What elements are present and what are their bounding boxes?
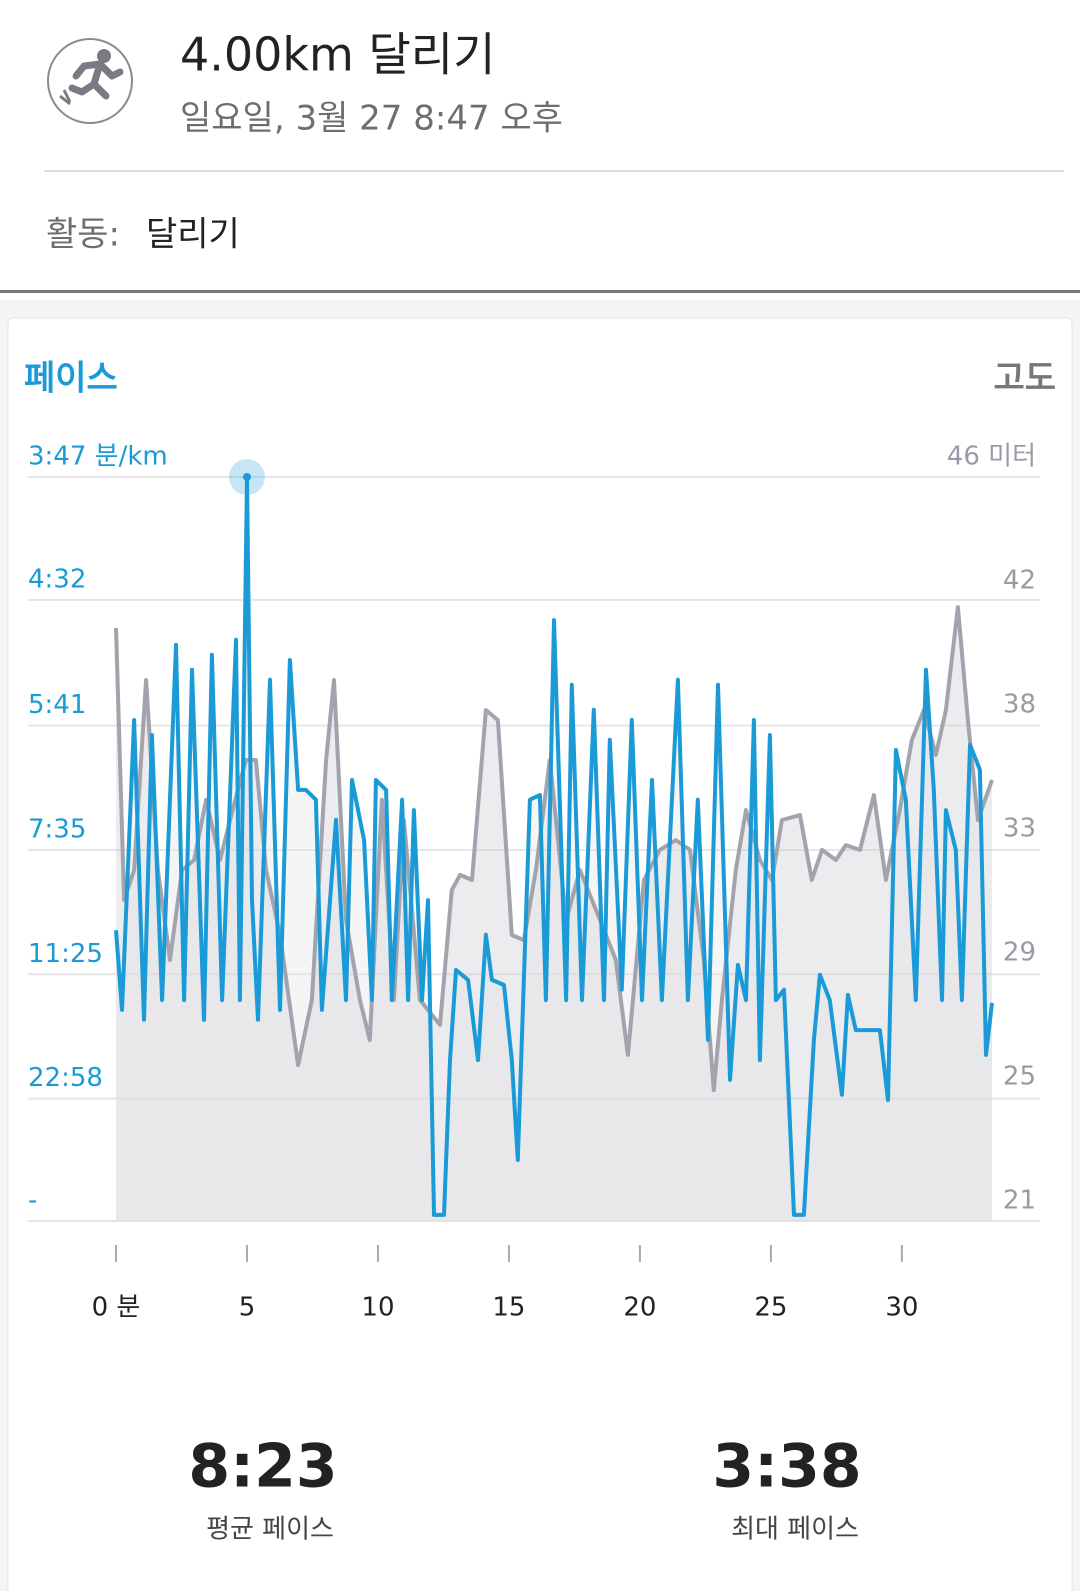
- max-point: [242, 473, 251, 481]
- y-tick-label: 22:58: [28, 1063, 103, 1093]
- chart-card: [7, 317, 1073, 1591]
- area: [116, 477, 992, 1221]
- y2-tick-label: 33: [1003, 814, 1036, 844]
- stat-label: 최대 페이스: [731, 1515, 859, 1545]
- stat-label: 평균 페이스: [206, 1515, 334, 1545]
- x-tick-label: 10: [361, 1293, 394, 1323]
- activity-label: 활동:: [46, 215, 120, 255]
- plot: 3:47 분/km 4:32 5:41 7:35 11:25 22:58 - 46 미터 42 3…: [28, 442, 1040, 1323]
- y2-tick-label: 42: [1003, 566, 1036, 596]
- y2-tick-label: 38: [1003, 689, 1036, 719]
- y-tick-label: 7:35: [28, 814, 86, 844]
- y-tick-label: 5:41: [28, 690, 86, 720]
- x-tick-label: 0 분: [92, 1293, 141, 1323]
- title: 4.00km 달리기: [180, 28, 495, 82]
- y-axis-title: 페이스: [24, 359, 118, 399]
- x-tick-label: 15: [492, 1293, 525, 1323]
- stat-value: 3:38: [712, 1432, 861, 1502]
- y2-tick-label: 29: [1003, 938, 1036, 968]
- header-panel: [0, 0, 1080, 292]
- y-tick-label: 3:47 분/km: [28, 442, 168, 472]
- stat-value: 8:23: [188, 1432, 337, 1502]
- activity-value: 달리기: [146, 215, 240, 255]
- y-tick-label: 4:32: [28, 564, 86, 594]
- line: [114, 475, 994, 1217]
- y-tick-label: -: [28, 1186, 37, 1216]
- y2-axis-title: 고도: [993, 359, 1056, 399]
- subtitle: 일요일, 3월 27 8:47 오후: [180, 99, 563, 139]
- y2-tick-label: 25: [1003, 1061, 1036, 1091]
- y2-tick-label: 46 미터: [947, 442, 1036, 472]
- y2-tick-label: 21: [1003, 1186, 1036, 1216]
- x-tick-label: 5: [239, 1293, 256, 1323]
- x-tick-label: 20: [623, 1293, 656, 1323]
- header-border: [0, 290, 1080, 293]
- x-tick-label: 30: [885, 1293, 918, 1323]
- x-tick-label: 25: [754, 1293, 787, 1323]
- y-tick-label: 11:25: [28, 939, 103, 969]
- activity-icon: [47, 38, 133, 124]
- area: [116, 607, 992, 1221]
